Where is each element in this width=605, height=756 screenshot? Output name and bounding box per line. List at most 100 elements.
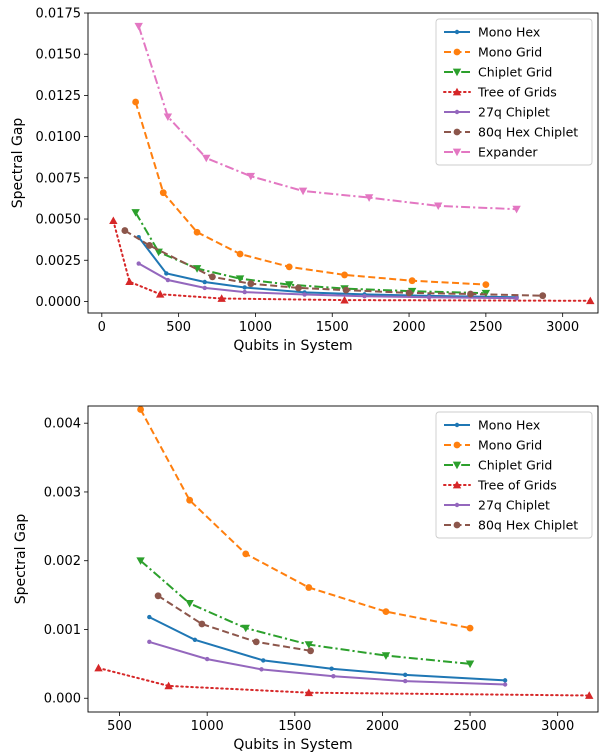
plot-area [109,22,595,305]
data-point [202,279,207,285]
x-tick-label: 1000 [191,719,224,734]
data-point [304,641,314,649]
data-point [121,227,129,234]
series-line [124,229,543,297]
legend-item: Mono Hex [444,418,540,433]
legend-item: 80q Hex Chiplet [444,518,578,533]
series-line [134,101,486,286]
chart-panel-2: 500 1000 1500 2000 2500 3000 0.000 0.001 0.002 0.… [13,405,599,753]
data-point [362,293,367,299]
data-point [186,496,194,504]
y-tick-label: 0.000 [44,692,81,707]
data-point [502,682,508,687]
legend-swatch-marker [452,68,462,77]
legend-swatch-marker [452,87,462,96]
series-80q-hex-chiplet [154,592,314,655]
data-point [586,296,595,305]
data-point [242,289,247,295]
data-point [131,209,140,217]
data-point [434,202,443,211]
y-tick-label: 0.0075 [36,171,82,186]
data-point [198,620,206,628]
data-point [259,667,264,672]
legend-item: 27q Chiplet [444,105,550,120]
data-point [467,290,474,298]
y-tick-label: 0.004 [44,417,81,432]
plot-frame [87,405,599,713]
legend-swatch-marker [454,29,460,35]
data-point [307,647,314,655]
data-point [285,263,293,271]
legend-label: Chiplet Grid [478,65,552,80]
legend-item: 27q Chiplet [444,498,550,513]
legend-item: Chiplet Grid [444,458,552,473]
legend-label: 27q Chiplet [478,105,550,120]
legend-swatch-marker [452,461,462,470]
data-point [298,187,308,196]
series-27q-chiplet [136,261,519,301]
data-point [302,292,307,297]
data-point [235,275,245,283]
series-line [137,236,517,299]
y-tick-label: 0.0150 [36,48,82,63]
data-point [364,194,374,202]
y-tick-label: 0.0125 [36,89,82,104]
data-point [165,277,171,283]
data-point [329,666,334,671]
legend-swatch-marker [454,502,460,508]
data-point [136,557,145,565]
data-point [304,688,314,697]
data-point [217,294,226,302]
x-tick-label: 1000 [239,320,272,335]
data-point [159,189,167,197]
data-point [241,624,250,633]
chart-panel-1: 0 500 1000 1500 2000 2500 3000 0.0000 0.0025 0.00… [10,7,599,354]
data-point [405,289,413,297]
legend-box [435,411,593,539]
y-tick-label: 0.0025 [36,254,82,269]
data-point [242,550,250,558]
legend-item: 80q Hex Chiplet [444,125,578,140]
data-point [192,637,198,642]
legend: Mono Hex Mono Grid Chiplet Grid Tree of Gri… [435,411,593,539]
series-line [149,640,506,686]
data-point [163,113,173,122]
data-point [285,281,294,289]
legend-label: Tree of Grids [477,85,557,100]
y-tick-label: 0.002 [44,554,81,569]
series-line [148,616,506,682]
data-point [154,592,162,600]
data-point [295,284,302,292]
data-point [466,624,474,632]
legend-item: Expander [444,145,538,160]
data-point [382,608,390,616]
data-point [192,265,202,273]
y-axis-label: Spectral Gap [13,514,29,605]
x-tick-label: 0 [98,320,106,335]
data-point [132,98,140,106]
x-tick-label: 2000 [366,719,399,734]
legend: Mono Hex Mono Grid Chiplet Grid Tree of Gri… [435,18,593,166]
series-line [134,211,486,295]
y-tick-label: 0.0050 [36,213,82,228]
data-point [155,290,165,298]
legend-item: Tree of Grids [443,478,557,493]
data-point [514,295,519,301]
y-tick-label: 0.0175 [36,7,82,22]
series-80q-hex-chiplet [121,227,547,300]
data-point [193,228,201,236]
series-tree-of-grids [94,663,594,699]
legend-swatch-marker [453,521,461,529]
legend-label: Mono Hex [478,25,540,40]
data-point [539,292,547,300]
series-line [112,219,592,302]
legend-swatch-marker [454,422,460,428]
legend-item: Chiplet Grid [444,65,552,80]
legend-item: Tree of Grids [443,85,557,100]
data-point [202,285,207,291]
series-line [137,25,517,211]
legend-label: Tree of Grids [477,478,557,493]
data-point [482,281,490,289]
x-tick-label: 3000 [541,719,574,734]
data-point [236,250,244,258]
